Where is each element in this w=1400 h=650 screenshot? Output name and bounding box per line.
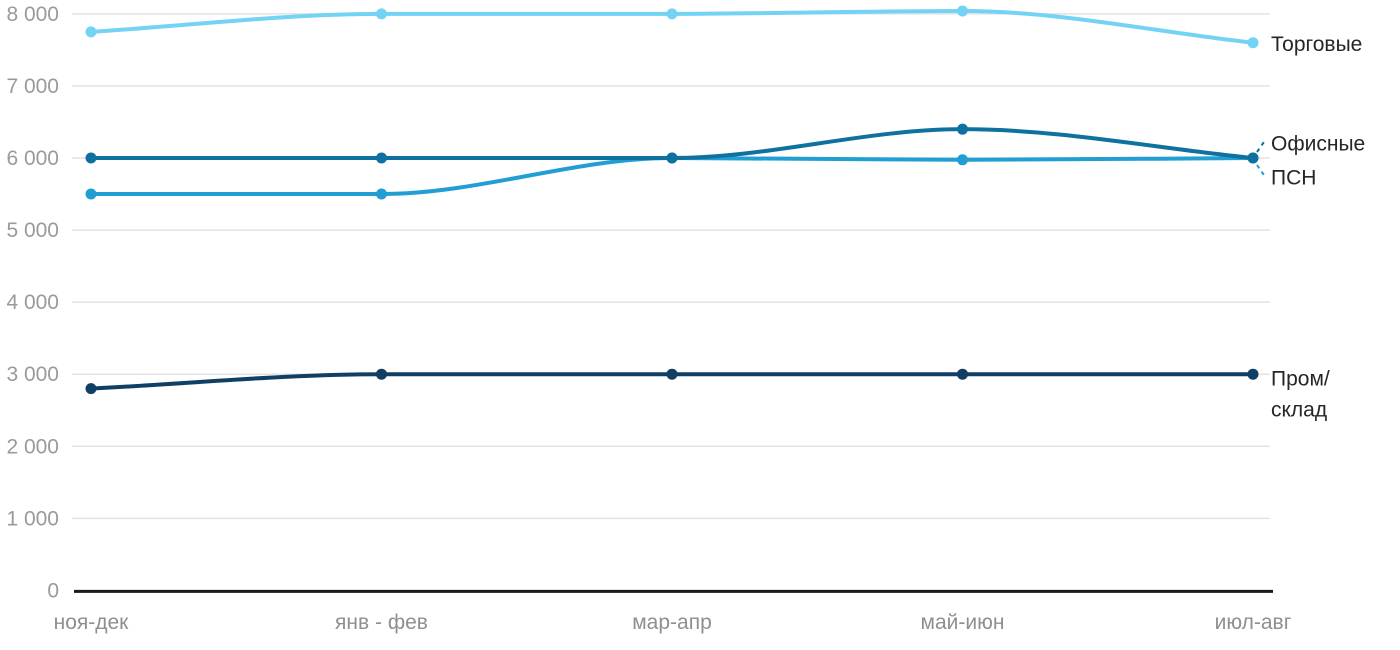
y-axis-tick-label: 4 000 bbox=[6, 291, 59, 314]
leader-line-psn bbox=[1256, 164, 1267, 179]
data-point-0-2 bbox=[666, 8, 678, 20]
series-label-1: ПСН bbox=[1271, 167, 1316, 190]
data-point-2-0 bbox=[85, 152, 97, 164]
data-point-3-2 bbox=[666, 368, 678, 380]
y-axis-tick-label: 8 000 bbox=[6, 3, 59, 26]
x-axis-tick-label: май-июн bbox=[921, 611, 1005, 634]
data-point-3-0 bbox=[85, 383, 97, 395]
y-axis-tick-label: 6 000 bbox=[6, 147, 59, 170]
leader-line-ofisnye bbox=[1256, 138, 1267, 153]
series-label-3-line-1: склад bbox=[1271, 399, 1327, 422]
data-point-2-2 bbox=[666, 152, 678, 164]
y-axis-tick-label: 7 000 bbox=[6, 75, 59, 98]
series-label-2: Офисные bbox=[1271, 133, 1365, 156]
series-label-3-line-0: Пром/ bbox=[1271, 368, 1330, 391]
data-point-1-1 bbox=[376, 188, 387, 200]
series-label-0: Торговые bbox=[1271, 33, 1362, 56]
data-point-1-3 bbox=[957, 154, 968, 166]
x-axis-tick-label: ноя-дек bbox=[54, 611, 130, 634]
x-axis-tick-label: июл-авг bbox=[1215, 611, 1292, 634]
y-axis-tick-label: 1 000 bbox=[6, 507, 59, 530]
y-axis-tick-label: 3 000 bbox=[6, 363, 59, 386]
x-axis-tick-label: янв - фев bbox=[335, 611, 428, 634]
y-axis-tick-label: 5 000 bbox=[6, 219, 59, 242]
x-axis-tick-label: мар-апр bbox=[632, 611, 712, 634]
y-axis-tick-label: 2 000 bbox=[6, 435, 59, 458]
data-point-2-1 bbox=[376, 152, 387, 164]
data-point-3-1 bbox=[376, 368, 387, 380]
data-point-2-4 bbox=[1247, 152, 1259, 164]
data-point-3-4 bbox=[1247, 368, 1259, 380]
data-point-0-4 bbox=[1247, 37, 1259, 49]
data-point-0-3 bbox=[957, 5, 968, 17]
data-point-3-3 bbox=[957, 368, 968, 380]
data-point-2-3 bbox=[957, 123, 968, 135]
y-axis-tick-label: 0 bbox=[47, 579, 59, 602]
data-point-0-0 bbox=[85, 26, 97, 38]
data-point-0-1 bbox=[376, 8, 387, 20]
data-point-1-0 bbox=[85, 188, 97, 200]
